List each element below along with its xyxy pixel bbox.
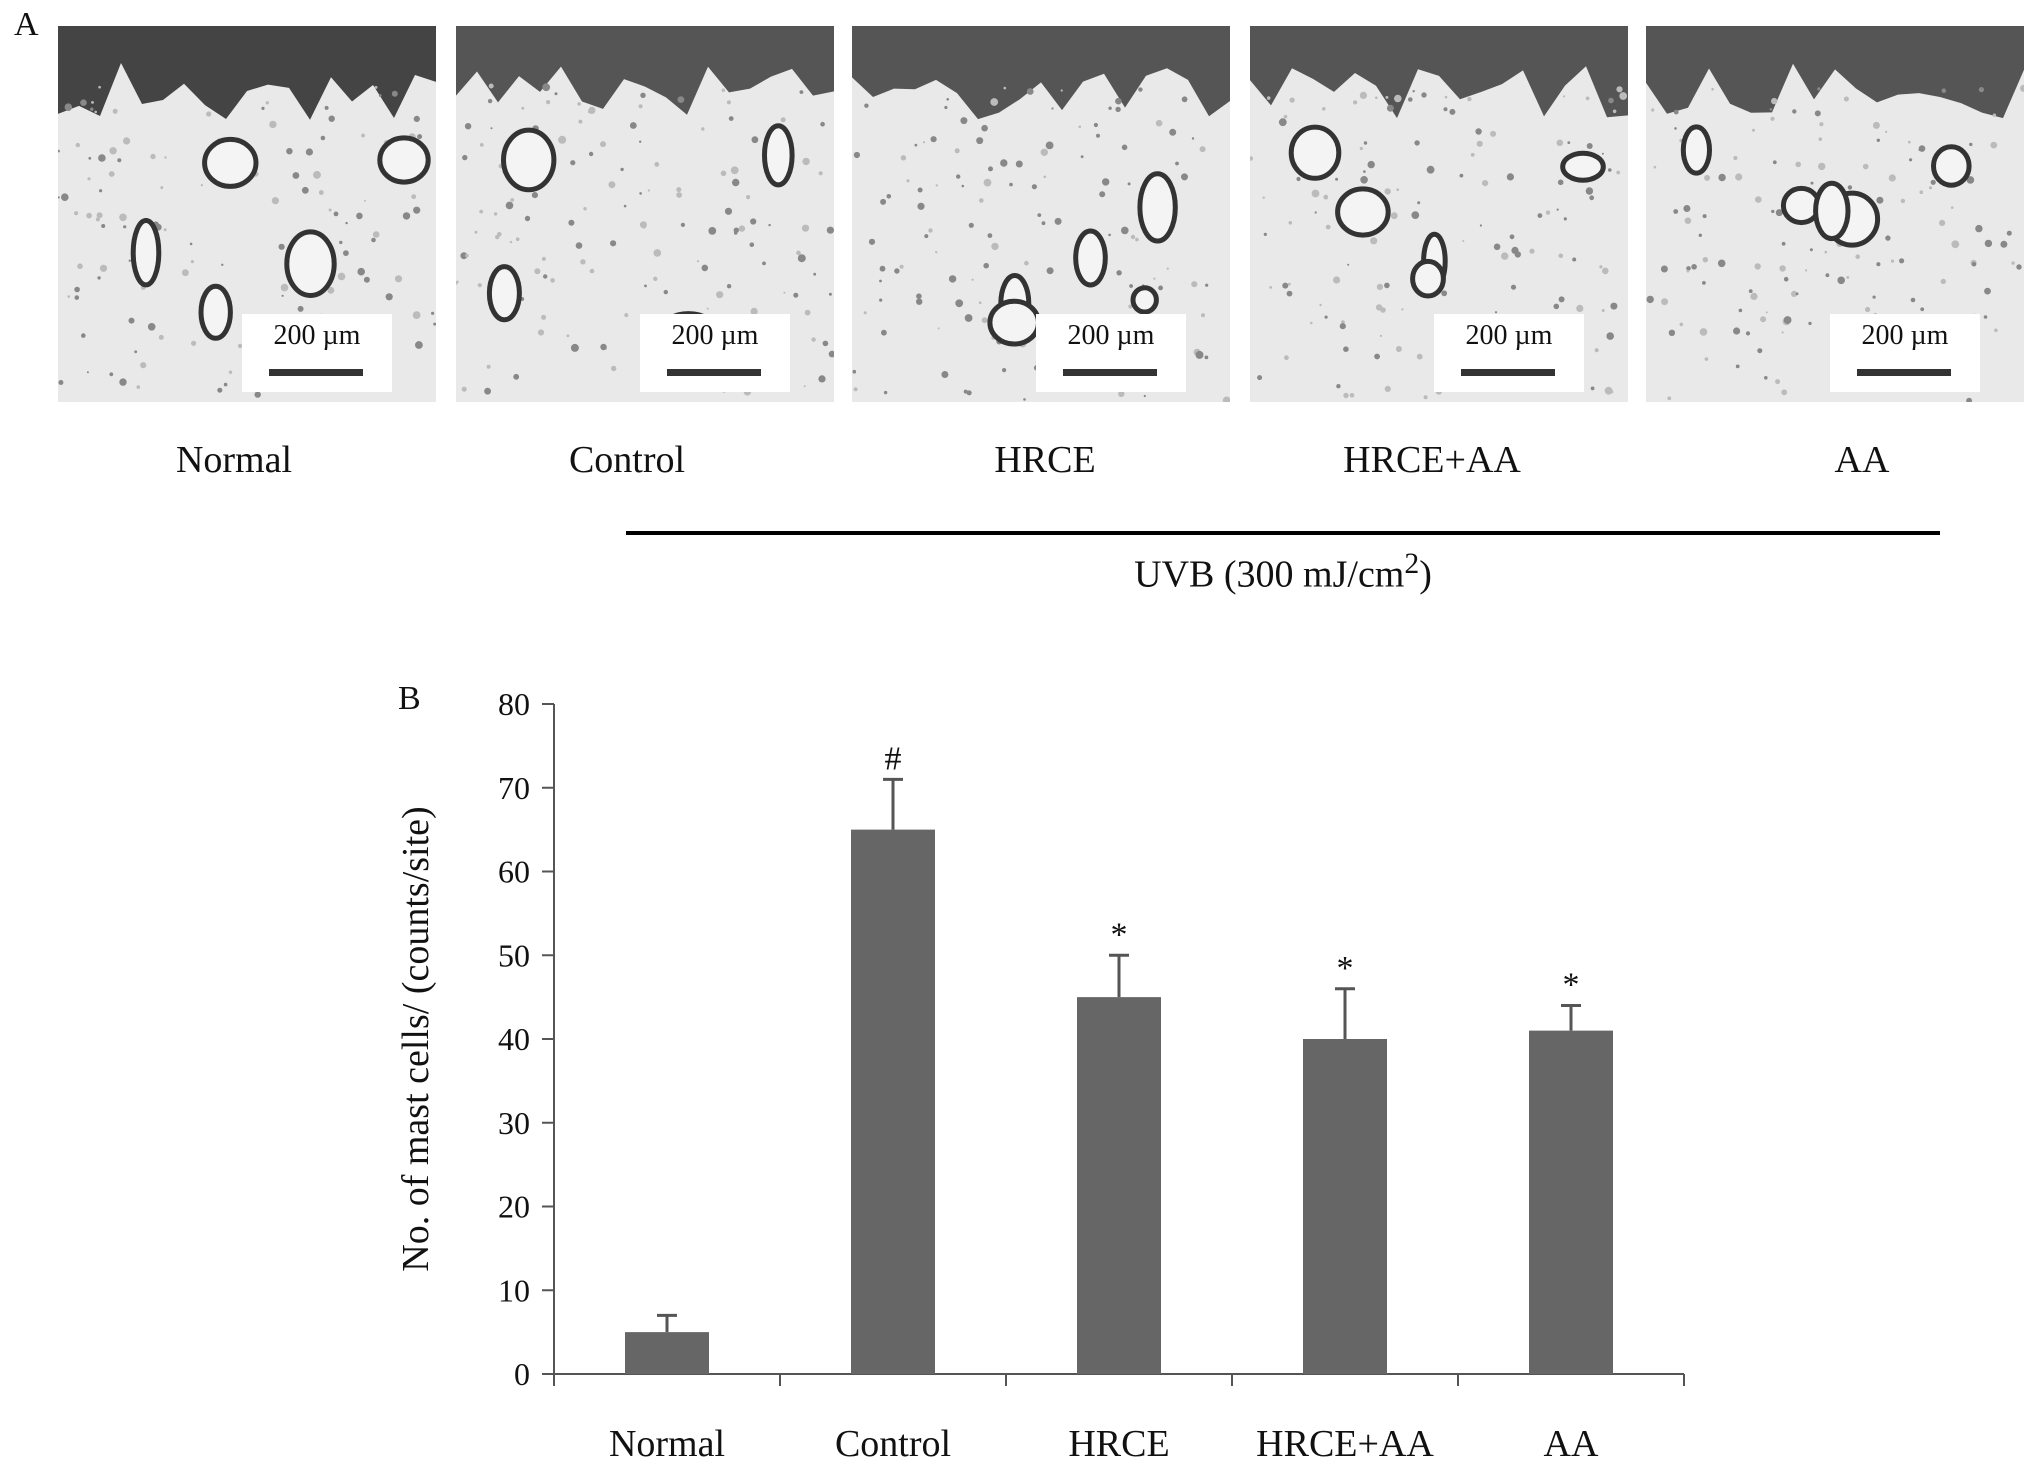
significance-marker: *: [1337, 950, 1354, 987]
uvb-bracket-line: [626, 531, 1940, 535]
y-tick-label: 80: [498, 686, 530, 722]
scale-bar-box: 200 µm: [640, 314, 790, 392]
scale-bar-box: 200 µm: [1036, 314, 1186, 392]
y-tick-label: 10: [498, 1272, 530, 1308]
scale-bar: [269, 369, 363, 376]
group-label: AA: [1834, 439, 1890, 481]
scale-label: 200 µm: [1067, 320, 1155, 351]
scale-label: 200 µm: [1861, 320, 1949, 351]
bar-hrce: [1077, 997, 1161, 1374]
panel-b-letter: B: [398, 680, 421, 717]
uvb-label: UVB (300 mJ/cm2): [1134, 548, 1432, 596]
tissue-texture: [1646, 26, 2024, 402]
scale-bar: [1461, 369, 1555, 376]
y-tick-label: 0: [514, 1356, 530, 1392]
x-tick-label: HRCE+AA: [1256, 1423, 1434, 1465]
bar-hrce-plus-aa: [1303, 1039, 1387, 1374]
scale-bar: [1063, 369, 1157, 376]
group-label: Control: [568, 439, 686, 481]
y-tick-label: 40: [498, 1021, 530, 1057]
scale-label: 200 µm: [273, 320, 361, 351]
significance-marker: *: [1111, 916, 1128, 953]
y-tick-label: 30: [498, 1105, 530, 1141]
y-axis-title: No. of mast cells/ (counts/site): [395, 806, 437, 1271]
scale-label: 200 µm: [671, 320, 759, 351]
group-label: Normal: [175, 439, 293, 481]
panel-a-letter: A: [14, 6, 39, 43]
micrograph-normal: 200 µm: [58, 26, 436, 402]
bar-aa: [1529, 1030, 1613, 1374]
scale-bar: [1857, 369, 1951, 376]
micrograph-hrce-plus-aa: 200 µm: [1250, 26, 1628, 402]
x-tick-label: AA: [1544, 1423, 1599, 1465]
scale-bar-box: 200 µm: [1830, 314, 1980, 392]
micrograph-control: 200 µm: [456, 26, 834, 402]
y-tick-label: 20: [498, 1189, 530, 1225]
tissue-texture: [58, 26, 436, 398]
scale-bar-box: 200 µm: [242, 314, 392, 392]
bar-control: [851, 829, 935, 1374]
x-tick-label: Normal: [609, 1423, 725, 1465]
group-label: HRCE+AA: [1343, 439, 1521, 481]
micrograph-hrce: 200 µm: [852, 26, 1230, 402]
y-tick-label: 50: [498, 937, 530, 973]
y-tick-label: 70: [498, 770, 530, 806]
significance-marker: #: [885, 740, 902, 777]
y-tick-label: 60: [498, 854, 530, 890]
scale-bar: [667, 369, 761, 376]
x-tick-label: Control: [835, 1423, 951, 1465]
group-label: HRCE: [994, 439, 1096, 481]
scale-label: 200 µm: [1465, 320, 1553, 351]
scale-bar-box: 200 µm: [1434, 314, 1584, 392]
x-tick-label: HRCE: [1068, 1423, 1169, 1465]
tissue-texture: [852, 26, 1230, 402]
bar-normal: [625, 1332, 709, 1374]
significance-marker: *: [1563, 967, 1580, 1004]
micrograph-aa: 200 µm: [1646, 26, 2024, 402]
